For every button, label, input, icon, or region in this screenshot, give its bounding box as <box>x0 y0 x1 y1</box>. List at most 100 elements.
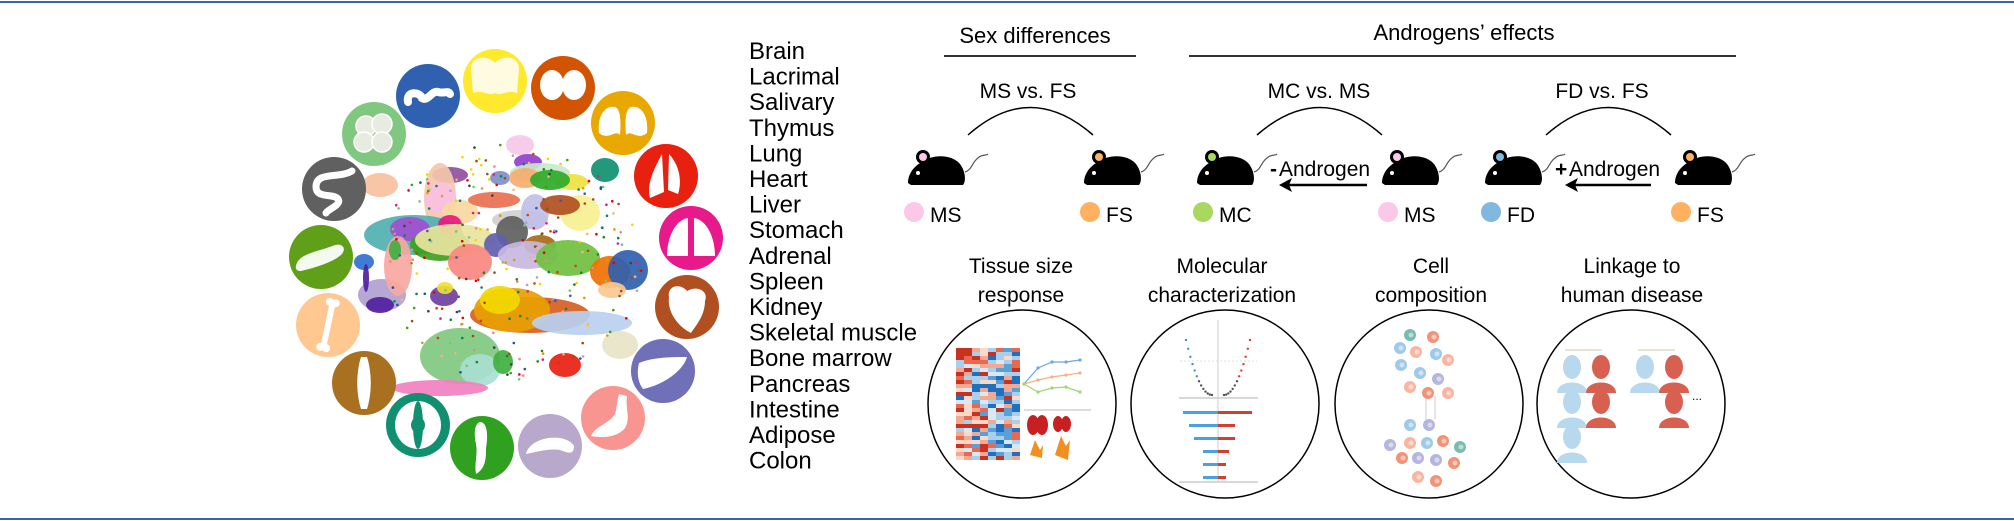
volcano-point <box>1224 393 1228 396</box>
cell-point <box>392 282 396 285</box>
cell-point <box>471 211 475 215</box>
bar-positive <box>1218 437 1235 440</box>
trend-point <box>1050 375 1054 379</box>
spleen-icon <box>474 422 488 474</box>
cell-point <box>516 280 519 283</box>
cell-point <box>467 236 471 239</box>
organ-circle-salivary <box>591 91 655 155</box>
bone-icon <box>316 297 340 353</box>
organ-circle-colon <box>396 64 460 128</box>
cell-point <box>435 306 438 310</box>
heatmap-cell <box>972 376 980 380</box>
heatmap-cell <box>964 380 972 384</box>
organ-circle-skeletal-muscle <box>332 351 396 415</box>
cell-point <box>397 236 401 239</box>
cell-point <box>389 260 392 263</box>
legend-item: Salivary <box>749 89 834 116</box>
gland-organs-icon <box>1030 436 1070 460</box>
legend-item: Spleen <box>749 268 824 295</box>
heatmap-cell <box>996 356 1004 360</box>
tissue-size-panel <box>927 309 1117 499</box>
heatmap-cell <box>980 348 988 352</box>
cell-point <box>459 371 462 374</box>
cell-point <box>540 349 544 353</box>
cell-point <box>529 316 533 320</box>
cell-point <box>605 214 609 218</box>
cell-point <box>493 271 496 274</box>
mouse-icon <box>1485 150 1566 185</box>
volcano-point <box>1199 384 1203 387</box>
umap-cluster-plot <box>354 135 648 396</box>
heatmap-cell <box>964 352 972 356</box>
person-icon <box>1586 355 1616 393</box>
heatmap-cell <box>972 456 980 460</box>
cell-point <box>460 322 464 326</box>
cell-point <box>629 261 632 265</box>
analysis-title-cell: Cell <box>1413 255 1449 278</box>
cell-point <box>518 357 521 361</box>
cell-point <box>403 234 407 237</box>
volcano-point <box>1202 387 1205 391</box>
cell-point <box>595 232 598 236</box>
heatmap-cell <box>1004 368 1012 372</box>
cell-point <box>578 240 581 244</box>
cell-icons <box>1384 329 1466 487</box>
heatmap-cell <box>1004 444 1012 448</box>
volcano-point <box>1233 384 1237 387</box>
bar-negative <box>1194 437 1218 440</box>
heatmap-cell <box>996 380 1004 384</box>
cell-point <box>479 319 483 323</box>
heatmap-cell <box>988 440 996 444</box>
heatmap-cell <box>972 352 980 356</box>
cell-point <box>449 318 453 322</box>
heatmap-cell <box>956 364 964 368</box>
cell-point <box>506 373 509 376</box>
organ-circle-brain <box>463 49 527 113</box>
volcano-point <box>1227 392 1230 395</box>
cell-point <box>449 189 452 193</box>
cell-point <box>508 317 511 321</box>
cell-point <box>635 289 639 293</box>
cell-point <box>562 352 565 356</box>
volcano-point <box>1244 355 1247 359</box>
heatmap-cell <box>956 384 964 388</box>
molecular-panel <box>1130 309 1320 499</box>
mouse-ms: MS <box>1378 150 1463 227</box>
human-disease-panel: ... <box>1536 309 1726 499</box>
cell-point <box>454 230 458 233</box>
heatmap-cell <box>972 440 980 444</box>
androgen-sign-plus: + <box>1555 158 1567 181</box>
heatmap-cell <box>972 348 980 352</box>
cell-point <box>512 258 516 262</box>
cluster-blob <box>540 195 580 215</box>
analysis-title-tissue-size: Tissue size <box>969 255 1073 278</box>
cell-point <box>586 249 590 253</box>
cell-point <box>547 175 550 178</box>
heatmap-cell <box>980 356 988 360</box>
cell-point <box>535 206 538 210</box>
cell-point <box>472 185 475 189</box>
liver-icon <box>637 357 687 389</box>
cell-point <box>421 341 424 345</box>
cell-point <box>486 172 489 176</box>
volcano-point <box>1186 347 1190 350</box>
cell-point <box>575 281 579 285</box>
heatmap-cell <box>988 420 996 424</box>
heatmap-cell <box>964 356 972 360</box>
heatmap-cell <box>1004 372 1012 376</box>
cell-point <box>426 229 429 233</box>
heatmap-cell <box>1012 436 1020 440</box>
volcano-point <box>1197 380 1201 383</box>
heatmap-cell <box>956 420 964 424</box>
analysis-title-linkage: Linkage to <box>1584 255 1681 278</box>
heatmap-cell <box>1004 388 1012 392</box>
cell-point <box>510 363 513 366</box>
mouse-ms: MS <box>904 150 989 227</box>
heatmap-cell <box>964 424 972 428</box>
cell-point <box>619 289 623 293</box>
cell-point <box>491 194 494 197</box>
heatmap-cell <box>972 404 980 408</box>
cell-point <box>415 252 419 255</box>
kidney-icon <box>395 401 441 449</box>
heatmap-cell <box>996 436 1004 440</box>
